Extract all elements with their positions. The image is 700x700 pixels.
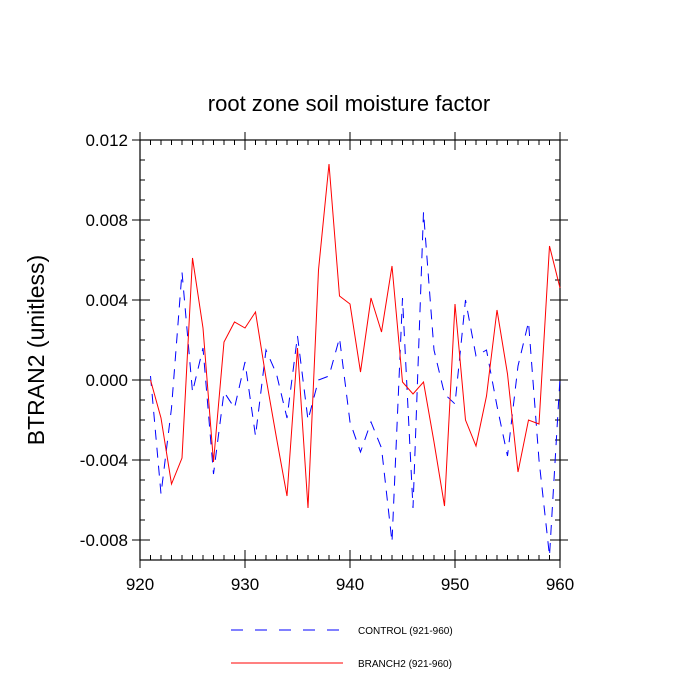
- y-tick-label: -0.004: [80, 451, 128, 470]
- x-tick-label: 950: [441, 575, 469, 594]
- y-tick-label: 0.012: [85, 131, 128, 150]
- y-tick-label: 0.004: [85, 291, 128, 310]
- x-tick-label: 940: [336, 575, 364, 594]
- y-tick-label: -0.008: [80, 531, 128, 550]
- x-tick-label: 920: [126, 575, 154, 594]
- y-tick-label: 0.008: [85, 211, 128, 230]
- y-tick-label: 0.000: [85, 371, 128, 390]
- chart-title: root zone soil moisture factor: [208, 91, 490, 116]
- legend-label-control: CONTROL (921-960): [358, 626, 453, 637]
- x-axis: 920 930 940 950 960: [126, 132, 574, 594]
- y-axis-label: BTRAN2 (unitless): [23, 255, 49, 445]
- x-tick-label: 930: [231, 575, 259, 594]
- series-line-control: [150, 211, 561, 557]
- x-tick-label: 960: [546, 575, 574, 594]
- series-layer: [150, 163, 561, 557]
- y-axis: -0.008 -0.004 0.000 0.004 0.008 0.012: [80, 131, 568, 561]
- legend: CONTROL (921-960) BRANCH2 (921-960): [231, 626, 453, 670]
- series-line-branch2: [150, 163, 561, 509]
- legend-label-branch2: BRANCH2 (921-960): [358, 659, 452, 670]
